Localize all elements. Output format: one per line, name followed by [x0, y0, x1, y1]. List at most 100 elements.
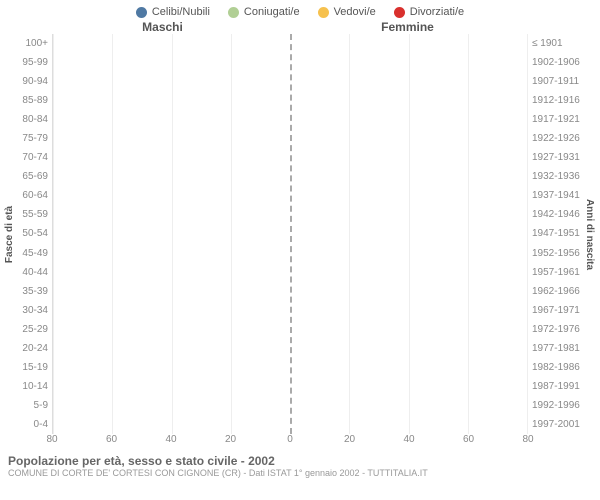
- age-tick: 45-49: [16, 244, 52, 263]
- legend-label: Vedovi/e: [334, 6, 376, 18]
- age-tick: 10-14: [16, 377, 52, 396]
- birth-tick: 1947-1951: [528, 224, 584, 243]
- age-row: [53, 72, 527, 91]
- birth-tick: 1927-1931: [528, 148, 584, 167]
- birth-tick: 1902-1906: [528, 53, 584, 72]
- age-tick: 35-39: [16, 282, 52, 301]
- x-tick: 60: [463, 434, 474, 445]
- gridline: [231, 34, 232, 434]
- gridline: [112, 34, 113, 434]
- age-row: [53, 377, 527, 396]
- age-tick: 25-29: [16, 320, 52, 339]
- age-tick: 95-99: [16, 53, 52, 72]
- birth-tick: ≤ 1901: [528, 34, 584, 53]
- age-row: [53, 129, 527, 148]
- legend-swatch-icon: [136, 7, 147, 18]
- age-tick: 55-59: [16, 205, 52, 224]
- age-row: [53, 263, 527, 282]
- age-row: [53, 53, 527, 72]
- age-row: [53, 91, 527, 110]
- age-row: [53, 339, 527, 358]
- gridline: [172, 34, 173, 434]
- age-row: [53, 415, 527, 434]
- birth-tick: 1997-2001: [528, 415, 584, 434]
- age-row: [53, 244, 527, 263]
- birth-tick: 1932-1936: [528, 167, 584, 186]
- age-tick: 65-69: [16, 167, 52, 186]
- age-row: [53, 34, 527, 53]
- x-axis: 80604020020406080: [4, 434, 596, 450]
- age-row: [53, 282, 527, 301]
- age-row: [53, 358, 527, 377]
- age-row: [53, 148, 527, 167]
- age-tick: 85-89: [16, 91, 52, 110]
- age-row: [53, 396, 527, 415]
- x-tick: 0: [287, 434, 293, 445]
- population-pyramid-chart: Celibi/Nubili Coniugati/e Vedovi/e Divorzia…: [0, 0, 600, 500]
- x-ticks: 80604020020406080: [52, 434, 528, 450]
- x-tick: 20: [344, 434, 355, 445]
- birth-tick: 1982-1986: [528, 358, 584, 377]
- age-tick: 0-4: [16, 415, 52, 434]
- x-tick: 80: [522, 434, 533, 445]
- birth-tick: 1972-1976: [528, 320, 584, 339]
- y-ticks-age: 100+95-9990-9485-8980-8475-7970-7465-696…: [16, 34, 52, 434]
- birth-tick: 1942-1946: [528, 205, 584, 224]
- x-tick: 60: [106, 434, 117, 445]
- bar-rows: [53, 34, 527, 434]
- age-tick: 90-94: [16, 72, 52, 91]
- chart-subtitle: COMUNE DI CORTE DE' CORTESI CON CIGNONE …: [8, 468, 592, 478]
- gridline: [349, 34, 350, 434]
- gridline: [53, 34, 54, 434]
- plot: [52, 34, 528, 434]
- age-row: [53, 205, 527, 224]
- birth-tick: 1977-1981: [528, 339, 584, 358]
- footer: Popolazione per età, sesso e stato civil…: [0, 450, 600, 478]
- legend-swatch-icon: [394, 7, 405, 18]
- birth-tick: 1992-1996: [528, 396, 584, 415]
- age-row: [53, 320, 527, 339]
- birth-tick: 1967-1971: [528, 301, 584, 320]
- age-tick: 50-54: [16, 224, 52, 243]
- age-tick: 70-74: [16, 148, 52, 167]
- age-tick: 15-19: [16, 358, 52, 377]
- legend-label: Celibi/Nubili: [152, 6, 210, 18]
- age-tick: 80-84: [16, 110, 52, 129]
- age-tick: 5-9: [16, 396, 52, 415]
- gridline: [409, 34, 410, 434]
- y-axis-title-right: Anni di nascita: [584, 34, 596, 434]
- age-tick: 60-64: [16, 186, 52, 205]
- x-tick: 40: [403, 434, 414, 445]
- birth-tick: 1962-1966: [528, 282, 584, 301]
- legend: Celibi/Nubili Coniugati/e Vedovi/e Divorzia…: [0, 0, 600, 20]
- birth-tick: 1922-1926: [528, 129, 584, 148]
- x-tick: 20: [225, 434, 236, 445]
- age-tick: 40-44: [16, 263, 52, 282]
- gridline: [468, 34, 469, 434]
- age-row: [53, 186, 527, 205]
- birth-tick: 1917-1921: [528, 110, 584, 129]
- age-tick: 100+: [16, 34, 52, 53]
- label-female: Femmine: [285, 20, 600, 34]
- label-male: Maschi: [0, 20, 285, 34]
- birth-tick: 1952-1956: [528, 244, 584, 263]
- age-row: [53, 224, 527, 243]
- age-tick: 75-79: [16, 129, 52, 148]
- legend-item: Celibi/Nubili: [136, 6, 210, 18]
- legend-item: Vedovi/e: [318, 6, 376, 18]
- legend-swatch-icon: [228, 7, 239, 18]
- age-row: [53, 167, 527, 186]
- gender-labels: Maschi Femmine: [0, 20, 600, 34]
- legend-label: Coniugati/e: [244, 6, 300, 18]
- birth-tick: 1987-1991: [528, 377, 584, 396]
- age-tick: 30-34: [16, 301, 52, 320]
- birth-tick: 1957-1961: [528, 263, 584, 282]
- chart-title: Popolazione per età, sesso e stato civil…: [8, 454, 592, 468]
- age-tick: 20-24: [16, 339, 52, 358]
- gridline: [527, 34, 528, 434]
- age-row: [53, 110, 527, 129]
- x-tick: 80: [46, 434, 57, 445]
- y-ticks-birth: ≤ 19011902-19061907-19111912-19161917-19…: [528, 34, 584, 434]
- legend-item: Divorziati/e: [394, 6, 464, 18]
- y-axis-title-left: Fasce di età: [4, 34, 16, 434]
